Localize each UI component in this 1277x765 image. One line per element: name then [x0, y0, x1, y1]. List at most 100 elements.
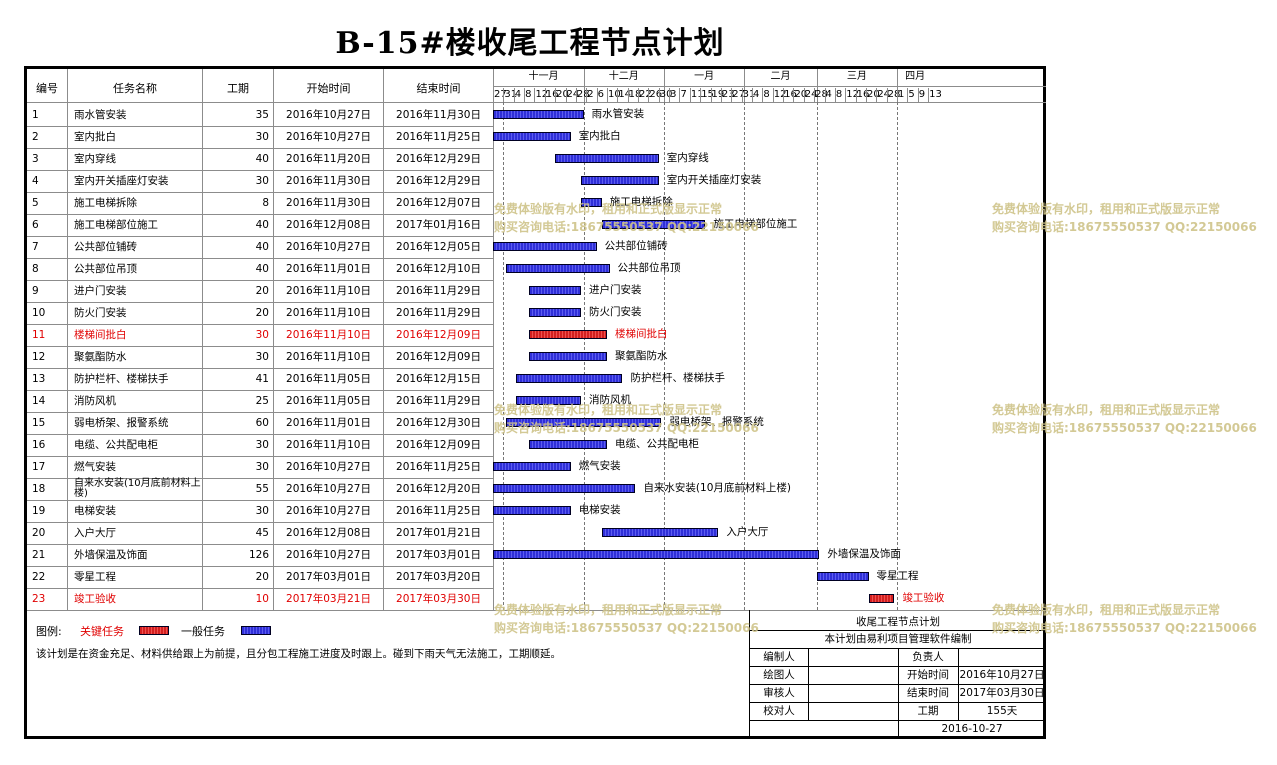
task-end: 2016年11月30日	[396, 109, 481, 121]
task-id: 11	[32, 329, 46, 341]
tick-label: 31	[742, 89, 756, 100]
task-end: 2016年12月15日	[396, 373, 481, 385]
table-bottom-line	[27, 610, 1046, 611]
table-row: 5 施工电梯拆除 8 2016年11月30日 2016年12月07日	[27, 192, 493, 214]
tick-label: 12	[535, 89, 549, 100]
task-name: 燃气安装	[74, 461, 116, 473]
task-end: 2016年11月25日	[396, 461, 481, 473]
tb-line	[749, 702, 1046, 703]
tb-reviewer: 审核人	[763, 687, 795, 699]
row-divider	[27, 346, 493, 347]
tick-label: 12	[846, 89, 859, 100]
task-start: 2016年11月10日	[286, 329, 371, 341]
tb-start-label: 开始时间	[907, 669, 949, 681]
tick-line	[524, 88, 526, 102]
legend-label: 图例:	[36, 625, 62, 638]
task-name: 楼梯间批白	[74, 329, 127, 341]
tick-line	[689, 88, 691, 102]
tb-drafter: 绘图人	[763, 669, 795, 681]
task-bar-label: 楼梯间批白	[614, 328, 668, 340]
tick-label: 7	[680, 89, 687, 100]
task-name: 室内批白	[74, 131, 116, 143]
task-id: 13	[32, 373, 46, 385]
tick-line	[824, 88, 826, 102]
task-start: 2016年11月10日	[286, 439, 371, 451]
task-end: 2016年11月29日	[396, 307, 481, 319]
task-bar	[529, 440, 607, 449]
header-end: 结束时间	[416, 82, 461, 95]
tb-col-line	[958, 648, 959, 720]
task-bar	[529, 330, 607, 339]
task-duration: 35	[255, 109, 269, 121]
row-divider	[27, 258, 493, 259]
task-name: 聚氨酯防水	[74, 351, 127, 363]
task-bar-label: 燃气安装	[578, 460, 621, 472]
tb-line	[749, 648, 1046, 649]
task-duration: 30	[255, 131, 269, 143]
month-gridline	[897, 102, 899, 610]
column-divider	[67, 69, 68, 610]
row-divider	[27, 566, 493, 567]
row-divider	[27, 522, 493, 523]
tick-label: 10	[607, 89, 621, 100]
gantt-frame	[24, 66, 1046, 739]
task-name: 施工电梯拆除	[74, 197, 137, 209]
tb-start-value: 2016年10月27日	[959, 669, 1045, 681]
tick-label: 30	[659, 89, 673, 100]
tick-label: 20	[794, 89, 808, 100]
task-bar-label: 零星工程	[876, 570, 919, 582]
tick-line	[855, 88, 857, 102]
plan-note: 该计划是在资金充足、材料供给跟上为前提，且分包工程施工进度及时跟上。碰到下雨天气…	[36, 648, 561, 660]
task-start: 2016年10月27日	[286, 505, 371, 517]
task-end: 2017年03月20日	[396, 571, 481, 583]
row-divider	[27, 544, 493, 545]
table-row: 16 电缆、公共配电柜 30 2016年11月10日 2016年12月09日	[27, 434, 493, 456]
table-row: 18 自来水安装(10月底前材料上楼) 55 2016年10月27日 2016年12月2…	[27, 478, 493, 500]
task-duration: 60	[255, 417, 269, 429]
task-start: 2016年11月30日	[286, 175, 371, 187]
tick-label: 4	[825, 89, 832, 100]
month-gridline	[816, 102, 818, 610]
tick-label: 28	[576, 89, 590, 100]
tick-line	[928, 88, 930, 102]
row-divider	[27, 456, 493, 457]
tick-label: 22	[639, 89, 652, 100]
task-bar	[555, 154, 659, 163]
tick-line	[720, 88, 722, 102]
page-title: B-15#楼收尾工程节点计划	[335, 26, 725, 61]
table-row: 22 零星工程 20 2017年03月01日 2017年03月20日	[27, 566, 493, 588]
task-bar	[505, 418, 662, 427]
tick-line	[762, 88, 764, 102]
tick-label: 28	[815, 89, 828, 100]
tick-label: 6	[597, 89, 604, 100]
tick-line	[917, 88, 919, 102]
table-row: 8 公共部位吊顶 40 2016年11月01日 2016年12月10日	[27, 258, 493, 280]
tick-line	[658, 88, 660, 102]
tick-line	[669, 88, 671, 102]
month-gridline	[744, 102, 746, 610]
task-name: 消防风机	[74, 395, 116, 407]
tick-label: 28	[887, 89, 901, 100]
row-divider	[27, 302, 493, 303]
task-id: 6	[32, 219, 39, 231]
task-name: 施工电梯部位施工	[74, 219, 158, 231]
tb-software: 本计划由易利项目管理软件编制	[824, 633, 972, 645]
tick-line	[555, 88, 557, 102]
tick-label: 27	[732, 89, 745, 100]
tb-editor: 编制人	[763, 651, 795, 663]
task-start: 2017年03月21日	[286, 593, 371, 605]
task-id: 4	[32, 175, 39, 187]
tb-col-line	[808, 648, 809, 720]
task-duration: 8	[262, 197, 269, 209]
task-duration: 30	[255, 461, 269, 473]
tick-label: 5	[908, 89, 915, 100]
tb-responsible: 负责人	[912, 651, 944, 663]
row-divider	[27, 148, 493, 149]
table-row: 13 防护栏杆、楼梯扶手 41 2016年11月05日 2016年12月15日	[27, 368, 493, 390]
task-start: 2017年03月01日	[286, 571, 371, 583]
task-end: 2017年03月01日	[396, 549, 481, 561]
task-id: 5	[32, 197, 39, 209]
tick-line	[814, 88, 816, 102]
task-bar	[493, 484, 636, 493]
tick-label: 24	[877, 89, 891, 100]
